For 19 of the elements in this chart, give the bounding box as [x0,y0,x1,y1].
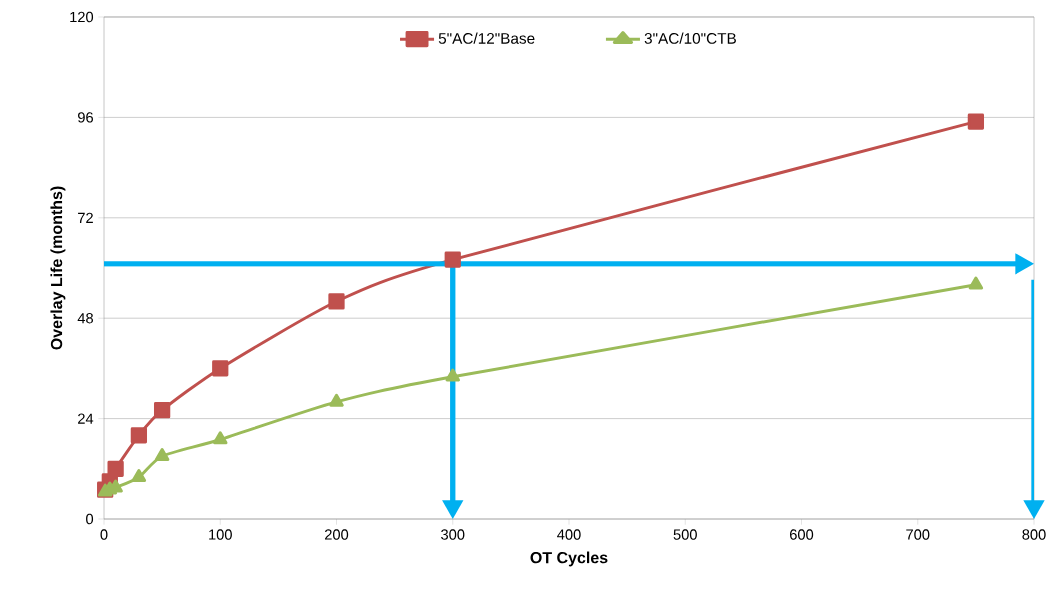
y-tick-label: 24 [78,413,94,424]
x-tick-label: 0 [100,529,108,540]
y-tick-label: 72 [78,212,93,223]
y-tick-label: 0 [86,513,94,525]
y-tick-label: 48 [77,313,93,324]
x-tick-label: 500 [673,529,697,540]
x-axis-title: OT Cycles [530,551,608,567]
x-tick-label: 200 [324,529,349,540]
x-tick-label: 300 [441,529,465,540]
y-tick-label: 96 [78,112,93,123]
x-tick-label: 400 [557,529,581,540]
y-tick-label: 120 [70,11,94,23]
x-tick-label: 100 [209,529,232,540]
legend-label: 3"AC/10"CTB [644,32,736,44]
y-axis-title: Overlay Life (months) [50,186,66,350]
legend-label: 5"AC/12"Base [438,32,535,44]
x-tick-label: 600 [790,529,814,540]
x-tick-label: 800 [1022,529,1046,540]
x-tick-label: 700 [906,529,930,540]
